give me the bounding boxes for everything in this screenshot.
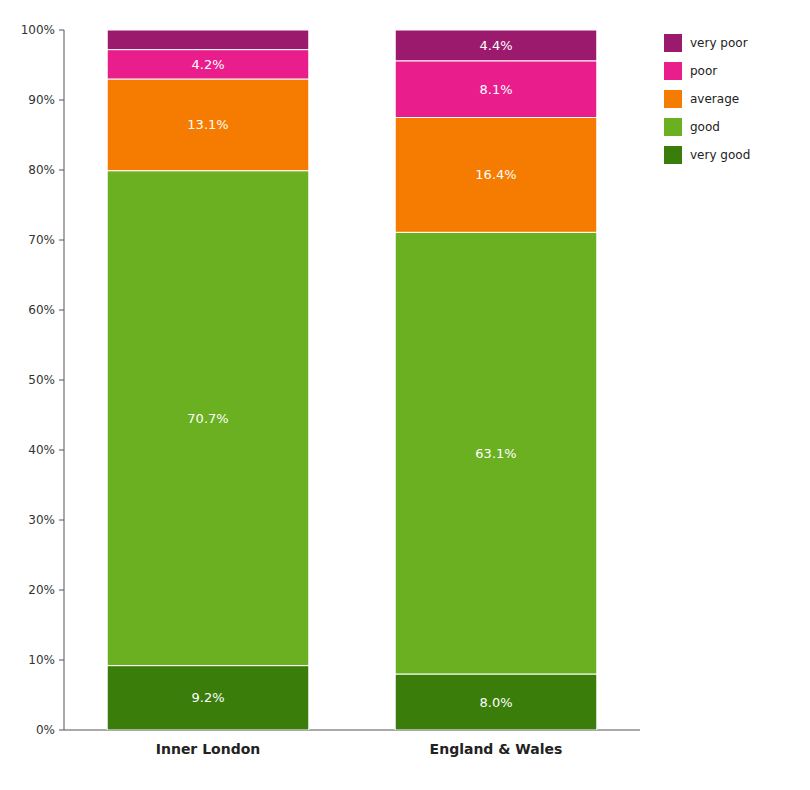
legend-swatch <box>664 118 682 136</box>
bars <box>107 30 597 730</box>
tick-mark <box>59 310 64 311</box>
tick-label: 80% <box>28 163 55 177</box>
tick-mark <box>59 660 64 661</box>
bar-segment <box>107 171 309 666</box>
data-label: 4.2% <box>191 57 224 72</box>
legend-swatch <box>664 90 682 108</box>
legend-label: very poor <box>690 36 748 50</box>
tick-label: 10% <box>28 653 55 667</box>
bar-segment <box>395 118 597 233</box>
bar-segment <box>107 79 309 171</box>
data-label: 13.1% <box>187 117 228 132</box>
data-label: 8.0% <box>479 695 512 710</box>
tick-mark <box>59 590 64 591</box>
data-labels: 9.2% 8.0% 70.7% 63.1% 13.1% 16.4% 4.2% 8.1% 4.4% <box>187 38 516 710</box>
data-label: 8.1% <box>479 82 512 97</box>
legend-label: very good <box>690 148 750 162</box>
bar-segment <box>395 30 597 61</box>
data-label: 70.7% <box>187 411 228 426</box>
x-axis: Inner London England & Wales <box>156 741 563 757</box>
legend-label: poor <box>690 64 717 78</box>
category-label: England & Wales <box>430 741 563 757</box>
legend-swatch <box>664 146 682 164</box>
legend-label: average <box>690 92 739 106</box>
axis-line <box>64 30 65 730</box>
tick-label: 30% <box>28 513 55 527</box>
bar-segment <box>395 674 597 730</box>
tick-label: 100% <box>21 23 55 37</box>
tick-mark <box>59 30 64 31</box>
data-label: 4.4% <box>479 38 512 53</box>
bar-segment <box>395 232 597 674</box>
tick-label: 90% <box>28 93 55 107</box>
tick-label: 20% <box>28 583 55 597</box>
tick-label: 60% <box>28 303 55 317</box>
data-label: 9.2% <box>191 690 224 705</box>
tick-mark <box>59 100 64 101</box>
tick-mark <box>59 240 64 241</box>
data-label: 63.1% <box>475 446 516 461</box>
tick-label: 70% <box>28 233 55 247</box>
tick-mark <box>59 170 64 171</box>
legend-swatch <box>664 62 682 80</box>
tick-label: 40% <box>28 443 55 457</box>
y-axis: 0% 10% 20% 30% 40% 50% 60% 70% 80% 90% 100% <box>21 23 640 737</box>
bar-segment <box>107 30 309 50</box>
bar-segment <box>395 61 597 118</box>
tick-mark <box>59 520 64 521</box>
bar-segment <box>107 666 309 730</box>
category-label: Inner London <box>156 741 261 757</box>
chart: 0% 10% 20% 30% 40% 50% 60% 70% 80% 90% 100% 9.2% 8.0… <box>0 0 810 790</box>
tick-mark <box>59 450 64 451</box>
tick-label: 50% <box>28 373 55 387</box>
legend-swatch <box>664 34 682 52</box>
tick-mark <box>59 380 64 381</box>
legend-label: good <box>690 120 720 134</box>
data-label: 16.4% <box>475 167 516 182</box>
legend: very poor poor average good very good <box>664 34 750 164</box>
tick-label: 0% <box>36 723 55 737</box>
tick-mark <box>59 730 64 731</box>
bar-segment <box>107 50 309 79</box>
